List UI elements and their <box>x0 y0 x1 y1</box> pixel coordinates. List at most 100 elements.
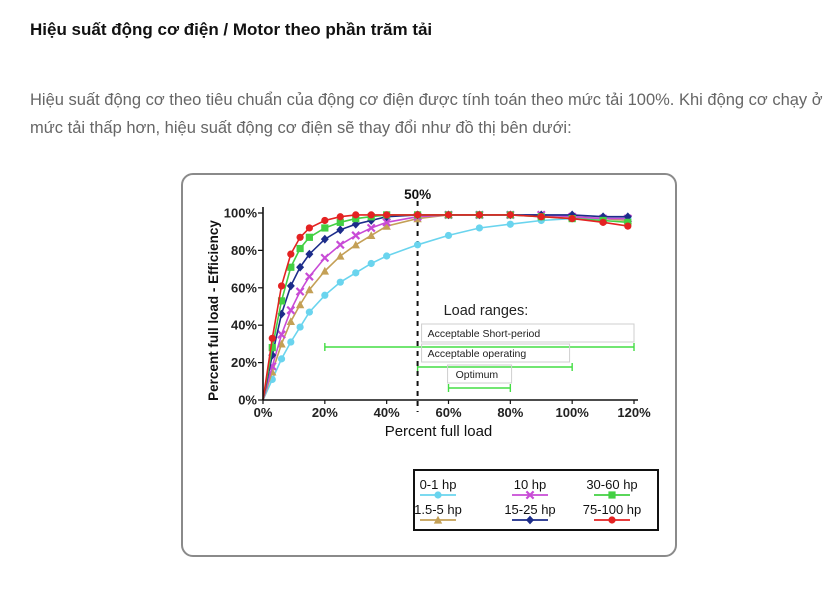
data-point <box>296 244 304 253</box>
data-point <box>382 221 391 230</box>
load-range-label: Acceptable Short-period <box>428 328 541 340</box>
x-tick-label: 100% <box>556 405 590 420</box>
y-tick-label: 0% <box>238 393 257 408</box>
legend-marker <box>608 516 616 524</box>
data-point <box>351 240 360 249</box>
data-point <box>287 250 295 258</box>
legend-marker <box>526 515 534 525</box>
data-point <box>286 305 296 315</box>
data-point <box>336 218 344 226</box>
data-point <box>537 213 545 221</box>
data-point <box>383 252 391 260</box>
data-point <box>351 231 361 240</box>
data-point <box>413 241 422 249</box>
section-heading: Hiệu suất động cơ điện / Motor theo phần… <box>30 20 433 39</box>
load-range-label-box <box>447 364 513 384</box>
data-point <box>268 334 276 342</box>
intro-paragraph: Hiệu suất động cơ theo tiêu chuẩn của độ… <box>30 91 823 137</box>
data-point <box>305 224 313 232</box>
data-point <box>352 211 360 219</box>
data-point <box>277 282 286 290</box>
data-point <box>335 240 345 250</box>
x-tick-label: 40% <box>374 405 400 420</box>
data-point <box>277 339 286 348</box>
legend-label: 10 hp <box>514 477 547 492</box>
data-point <box>599 218 607 226</box>
series-group <box>262 210 633 401</box>
x-tick-label: 80% <box>497 405 523 420</box>
data-point <box>268 344 276 352</box>
data-point <box>321 224 329 232</box>
data-point <box>304 272 314 281</box>
data-point <box>475 211 484 219</box>
efficiency-chart: Load ranges: Acceptable Short-period Accep… <box>206 187 659 531</box>
y-axis-label: Percent full load - Efficiency <box>206 220 221 401</box>
legend-marker <box>608 491 616 499</box>
data-point <box>296 233 304 241</box>
data-point <box>336 213 344 221</box>
load-range-label: Acceptable operating <box>428 348 527 360</box>
data-point <box>321 291 329 299</box>
data-point <box>305 249 314 259</box>
data-point <box>336 225 345 235</box>
data-point <box>506 211 514 219</box>
x-tick-label: 0% <box>254 405 273 420</box>
data-point <box>506 220 514 228</box>
legend-label: 0-1 hp <box>420 477 457 492</box>
axes-group: 0% 20% 40% 60% 80% 100% 120% 0% 20% 40% 60% 80% 100%… <box>206 206 651 441</box>
data-point <box>287 263 295 271</box>
legend-label: 30-60 hp <box>586 477 637 492</box>
data-point <box>296 323 304 331</box>
data-point <box>305 285 314 294</box>
reference-line-group: 50% <box>404 187 431 412</box>
legend-marker <box>525 490 535 500</box>
data-point <box>305 233 313 241</box>
legend-label: 75-100 hp <box>583 502 642 517</box>
load-range-label-box <box>421 343 571 363</box>
data-point <box>624 218 632 226</box>
x-axis-label: Percent full load <box>385 423 493 440</box>
load-ranges-group: Load ranges: Acceptable Short-period Accep… <box>324 303 635 392</box>
data-point <box>366 223 376 233</box>
load-ranges-title: Load ranges: <box>444 303 529 319</box>
data-point <box>277 309 286 319</box>
data-point <box>624 222 632 230</box>
data-point <box>320 266 330 275</box>
data-point <box>320 253 330 263</box>
data-point <box>305 308 313 316</box>
y-tick-label: 40% <box>231 318 257 333</box>
data-point <box>367 259 375 268</box>
data-point <box>295 287 305 296</box>
data-point <box>336 251 345 260</box>
x-tick-label: 120% <box>617 405 651 420</box>
y-tick-label: 80% <box>231 243 257 258</box>
legend-marker <box>433 515 443 524</box>
x-tick-label: 20% <box>312 405 338 420</box>
data-point <box>382 217 392 227</box>
data-point <box>352 215 360 223</box>
legend-label: 15-25 hp <box>504 502 555 517</box>
data-point <box>320 234 329 244</box>
load-range-label-box <box>421 323 635 343</box>
data-point <box>367 231 376 240</box>
y-tick-label: 100% <box>224 206 258 221</box>
data-point <box>321 216 329 225</box>
data-point <box>568 215 576 223</box>
data-point <box>475 224 484 232</box>
y-tick-label: 60% <box>231 280 257 295</box>
load-range-label: Optimum <box>456 369 499 381</box>
data-point <box>367 211 375 219</box>
data-point <box>444 211 453 219</box>
y-tick-label: 20% <box>231 355 257 370</box>
data-point <box>286 317 296 326</box>
data-point <box>277 330 286 339</box>
data-point <box>277 297 286 305</box>
data-point <box>336 278 344 286</box>
data-point <box>383 211 391 219</box>
data-point <box>296 262 305 272</box>
legend-marker <box>434 491 442 499</box>
efficiency-chart-frame: Load ranges: Acceptable Short-period Accep… <box>181 173 677 557</box>
x-tick-label: 60% <box>435 405 461 420</box>
data-point <box>444 231 453 240</box>
legend-group: 0-1 hp 10 hp 30-60 hp 1.5-5 hp 15-25 hp 75-10… <box>413 469 659 531</box>
